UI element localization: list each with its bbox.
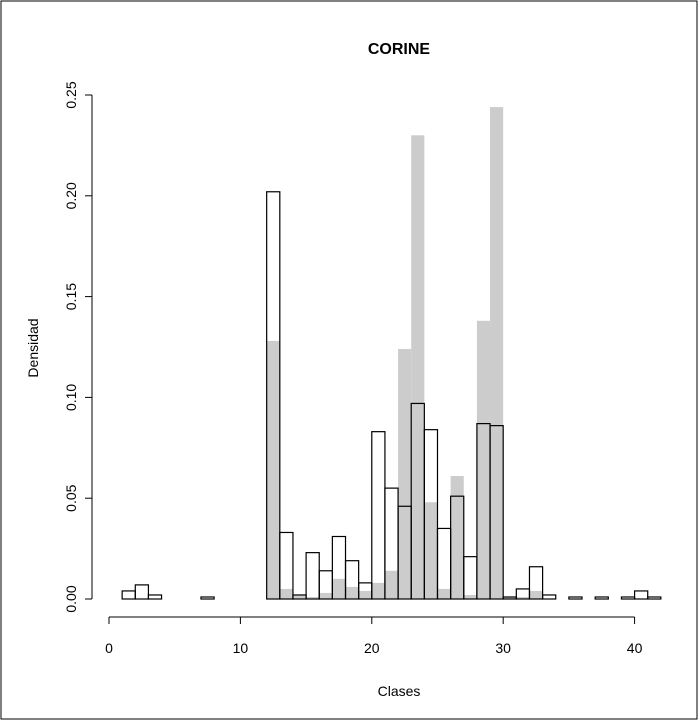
gray-bar — [424, 502, 438, 599]
gray-bar — [529, 590, 543, 599]
outline-bar — [436, 527, 452, 600]
outline-bar — [594, 596, 609, 600]
gray-bar — [306, 596, 320, 599]
outline-bar — [134, 584, 150, 600]
gray-bar — [463, 594, 477, 599]
outline-bar — [266, 191, 281, 600]
gray-bar — [371, 582, 385, 599]
x-tick-label: 40 — [627, 640, 643, 656]
y-tick-label: 0.05 — [63, 484, 79, 511]
y-axis-label: Densidad — [25, 318, 41, 377]
y-tick-label: 0.10 — [63, 384, 79, 411]
gray-bar — [516, 596, 530, 599]
outline-bar — [371, 431, 386, 600]
outline-bar — [568, 596, 583, 600]
gray-bar — [319, 592, 333, 599]
y-tick-label: 0.00 — [63, 585, 79, 612]
gray-bar — [292, 594, 307, 599]
outline-series-bars — [121, 191, 662, 600]
outline-bar — [423, 429, 439, 600]
outline-bar — [305, 552, 320, 600]
gray-bar — [476, 320, 491, 599]
gray-bar — [279, 588, 293, 599]
x-tick-label: 20 — [364, 640, 380, 656]
outline-bar — [450, 495, 465, 600]
outline-bar — [200, 596, 215, 600]
x-tick-label: 30 — [495, 640, 511, 656]
gray-bar — [450, 476, 464, 599]
gray-bar — [345, 586, 359, 599]
gray-bar — [437, 588, 451, 599]
gray-bar — [490, 107, 504, 599]
gray-bar — [411, 135, 425, 599]
gray-bar — [398, 349, 412, 599]
y-tick-label: 0.20 — [63, 182, 79, 209]
outline-bar — [647, 596, 662, 600]
gray-series-bars — [266, 107, 543, 599]
gray-bar — [384, 570, 399, 599]
chart-title: CORINE — [368, 41, 431, 58]
gray-bar — [332, 578, 346, 599]
axes: 0 10 20 30 40 0.00 0.05 0.10 0.15 0.20 0.25 — [63, 81, 643, 656]
gray-bar — [503, 596, 517, 599]
outline-bar — [542, 594, 557, 600]
gray-bar — [358, 590, 372, 599]
outline-bar — [489, 425, 504, 600]
outline-bar — [279, 531, 294, 600]
outline-bar — [528, 566, 544, 600]
outline-bar — [633, 590, 649, 600]
gray-bar — [266, 340, 280, 599]
x-tick-label: 10 — [233, 640, 249, 656]
x-tick-label: 0 — [105, 640, 113, 656]
outline-bar — [463, 556, 478, 600]
outline-bar — [121, 590, 136, 600]
y-tick-label: 0.25 — [63, 81, 79, 108]
x-axis-label: Clases — [378, 683, 421, 699]
y-tick-label: 0.15 — [63, 283, 79, 310]
outline-bar — [147, 594, 163, 600]
outline-bar — [620, 596, 636, 600]
outline-bar — [344, 560, 360, 600]
